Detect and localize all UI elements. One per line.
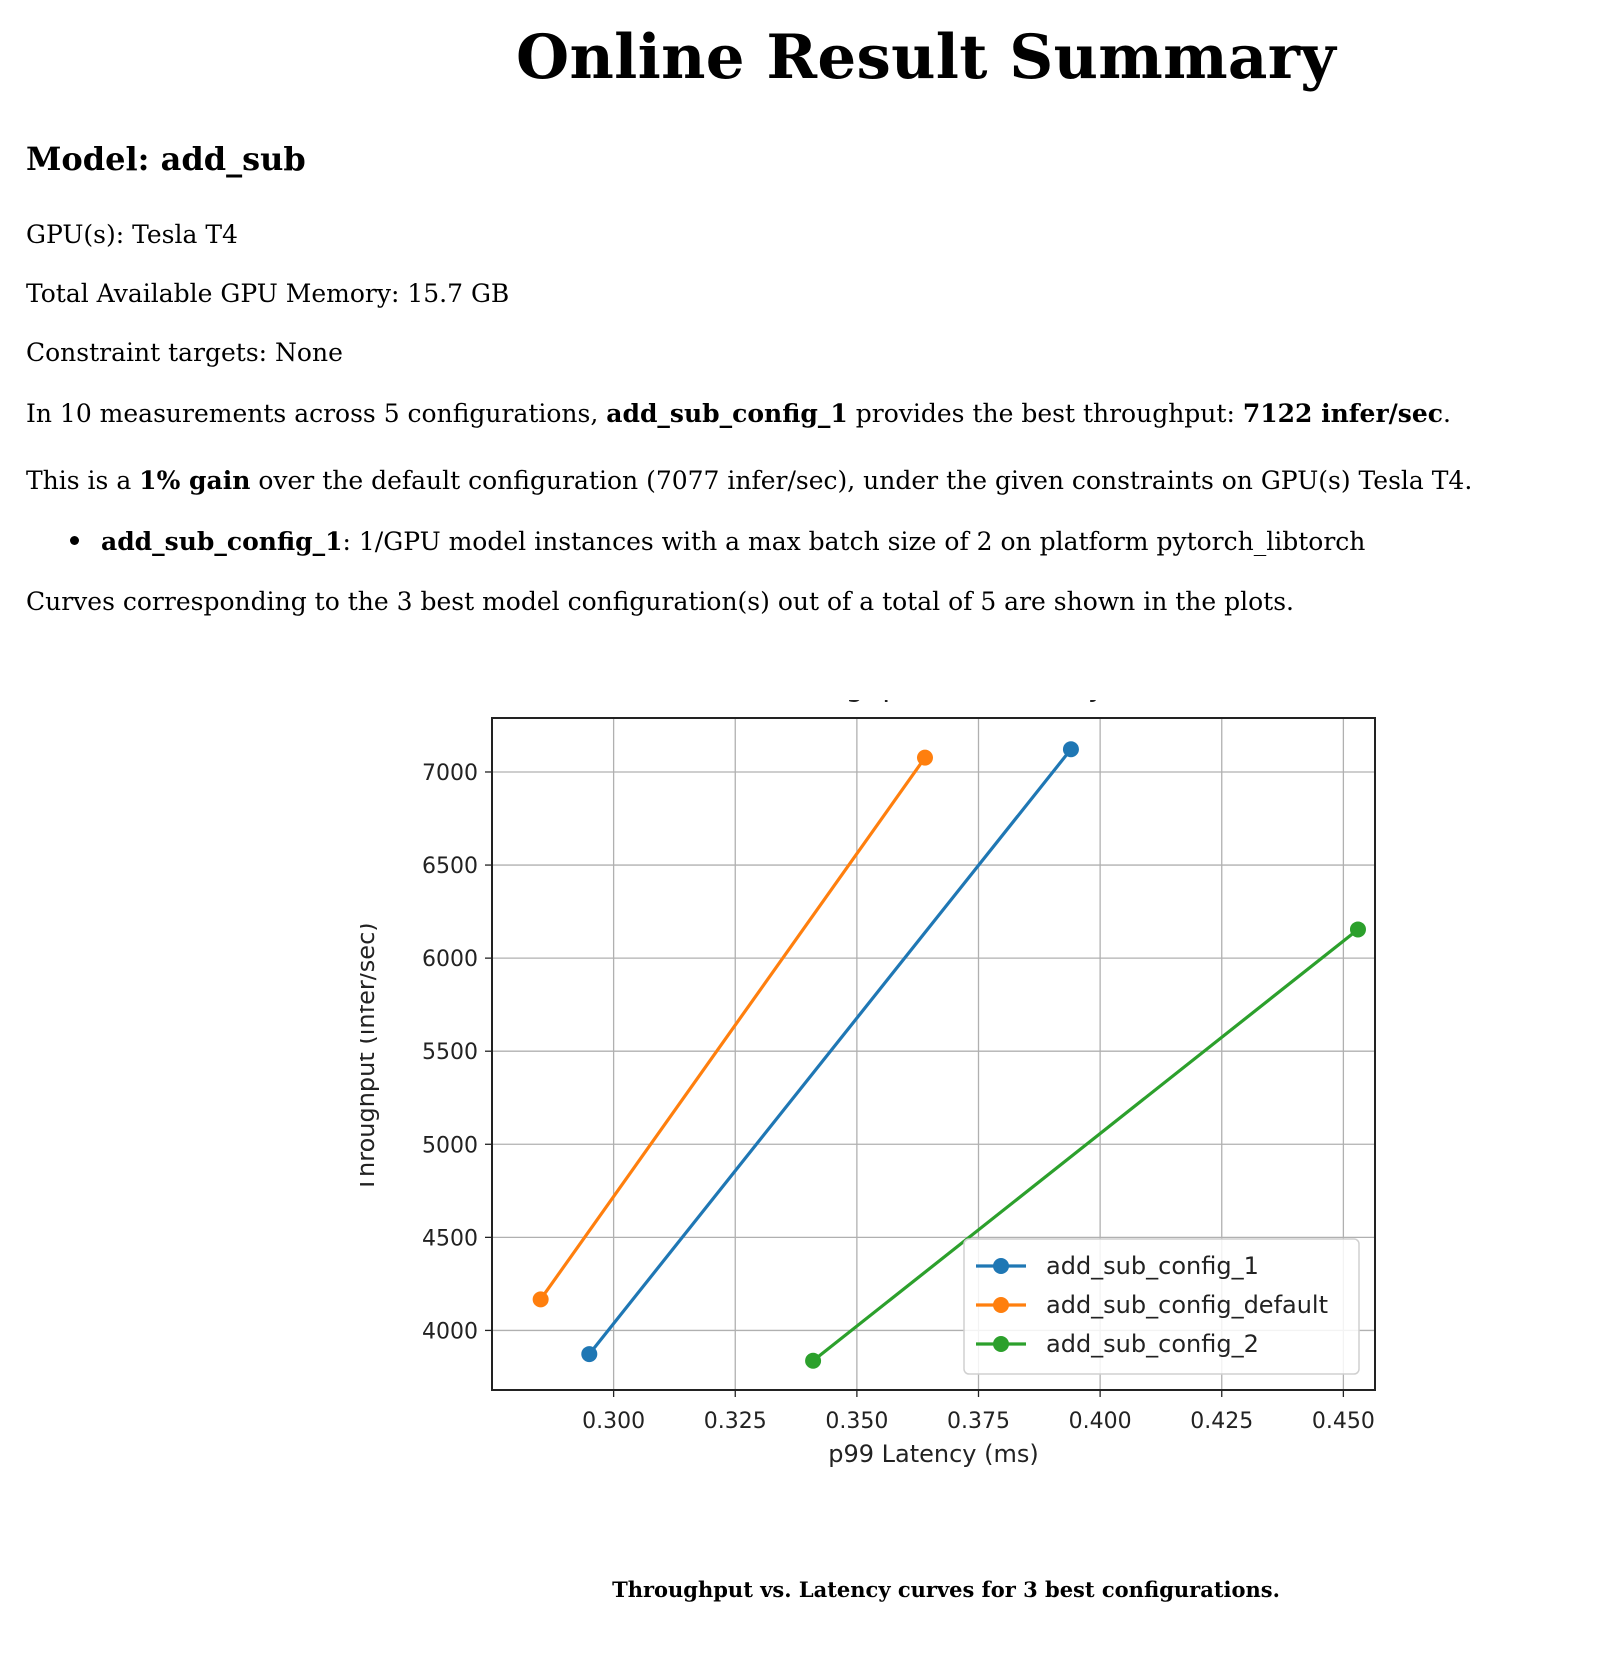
legend-label-add_sub_config_default: add_sub_config_default [1046, 1291, 1328, 1319]
legend-label-add_sub_config_1: add_sub_config_1 [1046, 1252, 1259, 1280]
legend-marker-add_sub_config_1 [993, 1258, 1009, 1274]
gain-prefix: This is a [26, 466, 140, 495]
throughput-latency-chart: Throughput vs. Latency 0.300 0.325 0.350 0.3… [352, 669, 1480, 1560]
measurements-prefix: In 10 measurements across 5 configuratio… [26, 399, 607, 428]
legend-label-add_sub_config_2: add_sub_config_2 [1046, 1330, 1259, 1358]
y-tick-label: 5500 [422, 1040, 478, 1065]
y-tick-label: 4500 [422, 1226, 478, 1251]
data-point-add_sub_config_1 [1062, 741, 1079, 758]
data-point-add_sub_config_1 [581, 1346, 598, 1363]
bullet-config-name: add_sub_config_1 [101, 527, 343, 556]
curves-line: Curves corresponding to the 3 best model… [26, 587, 1295, 616]
chart-title: Throughput vs. Latency [761, 700, 1105, 703]
chart-svg: Throughput vs. Latency 0.300 0.325 0.350 0.3… [352, 669, 1376, 1468]
series-line-add_sub_config_2 [812, 928, 1359, 1363]
legend-box [963, 1238, 1360, 1375]
gain-text: 1% gain [139, 466, 251, 495]
data-point-add_sub_config_default [532, 1291, 549, 1308]
y-axis-label: Throughput (infer/sec) [360, 922, 380, 1192]
legend-marker-add_sub_config_default [993, 1297, 1009, 1313]
x-tick-label: 0.350 [825, 1409, 888, 1434]
series-line-add_sub_config_1 [588, 748, 1073, 1356]
data-point-add_sub_config_2 [1349, 921, 1366, 938]
best-throughput: 7122 infer/sec [1242, 399, 1443, 428]
figure-caption: Throughput vs. Latency curves for 3 best… [612, 1577, 1280, 1602]
report-title: Online Result Summary [516, 22, 1336, 93]
model-heading: Model: add_sub [26, 140, 306, 178]
plot-frame [491, 717, 1376, 1391]
x-tick-label: 0.300 [582, 1409, 645, 1434]
data-point-add_sub_config_2 [805, 1352, 822, 1369]
series-line-add_sub_config_default [539, 756, 927, 1301]
measurements-middle: provides the best throughput: [847, 399, 1243, 428]
gain-line: This is a 1% gain over the default confi… [26, 466, 1472, 495]
y-tick-label: 6000 [422, 947, 478, 972]
x-tick-label: 0.325 [704, 1409, 767, 1434]
y-tick-label: 5000 [422, 1133, 478, 1158]
bullet-icon [70, 536, 79, 545]
gpu-line: GPU(s): Tesla T4 [26, 220, 238, 249]
legend-marker-add_sub_config_2 [993, 1336, 1009, 1352]
gain-suffix: over the default configuration (7077 inf… [250, 466, 1473, 495]
measurements-line: In 10 measurements across 5 configuratio… [26, 399, 1451, 428]
y-tick-label: 6500 [422, 854, 478, 879]
x-tick-label: 0.375 [947, 1409, 1010, 1434]
x-tick-label: 0.450 [1312, 1409, 1375, 1434]
x-tick-label: 0.400 [1069, 1409, 1132, 1434]
data-point-add_sub_config_default [916, 749, 933, 766]
bullet-text: : 1/GPU model instances with a max batch… [342, 527, 1366, 556]
best-config-name: add_sub_config_1 [606, 399, 848, 428]
y-tick-label: 4000 [422, 1319, 478, 1344]
x-tick-label: 0.425 [1190, 1409, 1253, 1434]
constraint-line: Constraint targets: None [26, 338, 343, 367]
x-axis-label: p99 Latency (ms) [828, 1440, 1039, 1468]
y-tick-label: 7000 [422, 761, 478, 786]
config-list-item: add_sub_config_1: 1/GPU model instances … [70, 527, 1365, 556]
measurements-suffix: . [1442, 399, 1451, 428]
memory-line: Total Available GPU Memory: 15.7 GB [26, 279, 510, 308]
